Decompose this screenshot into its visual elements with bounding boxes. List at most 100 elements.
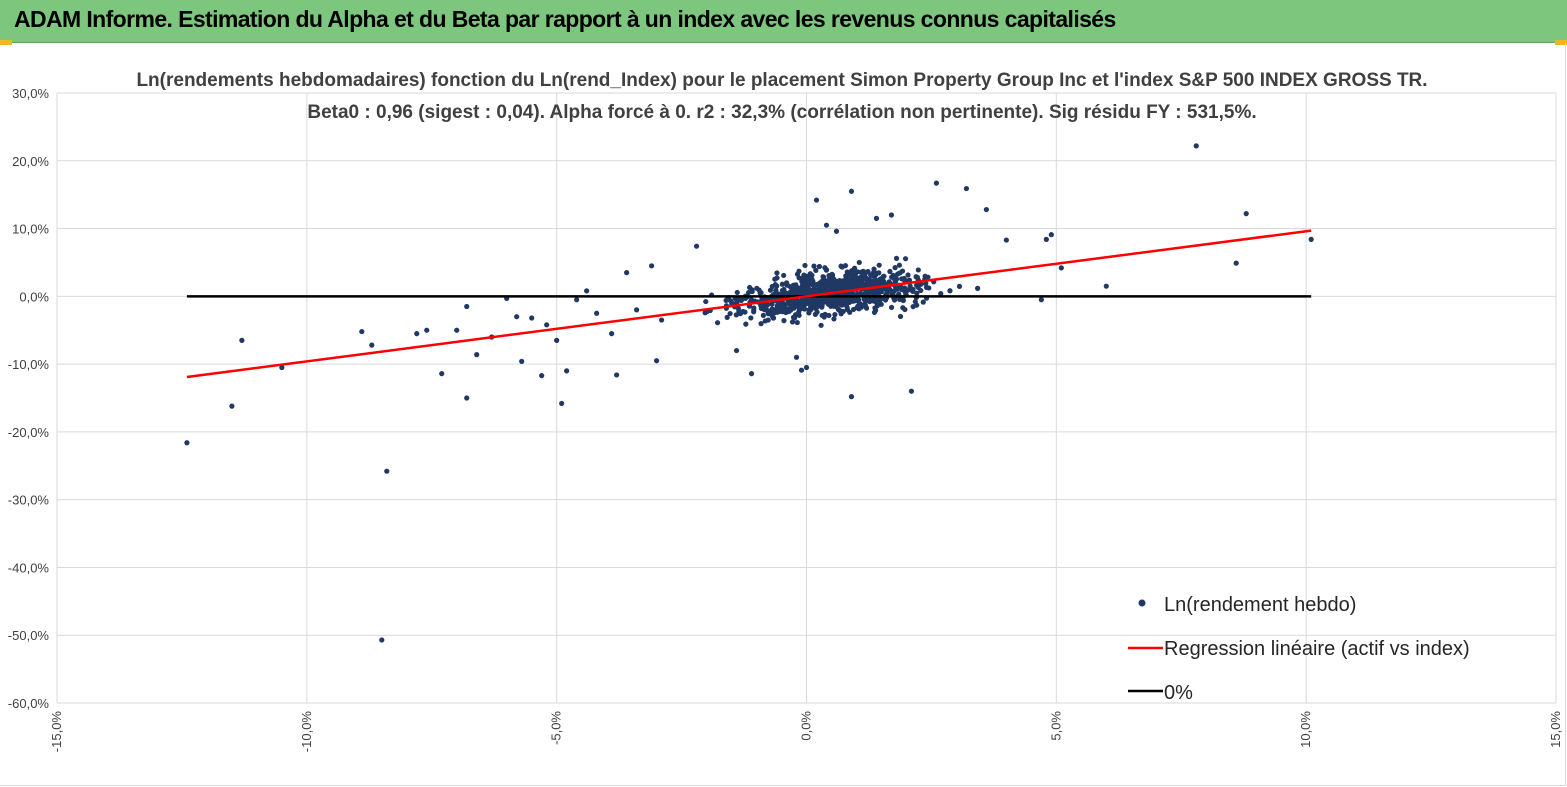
data-point <box>464 303 470 310</box>
data-point <box>803 281 809 287</box>
data-point <box>823 222 830 228</box>
legend: Ln(rendement hebdo) Regression linéaire … <box>1128 594 1470 704</box>
data-point <box>790 314 797 320</box>
y-tick-label: -30,0% <box>8 493 50 508</box>
data-point <box>831 316 837 322</box>
data-point <box>793 354 800 360</box>
data-point <box>838 298 844 304</box>
data-point <box>803 364 810 371</box>
data-point <box>915 267 921 273</box>
data-point <box>724 314 730 320</box>
y-tick-label: -50,0% <box>8 628 50 643</box>
data-point <box>769 306 775 312</box>
data-point <box>801 306 808 312</box>
data-point <box>654 358 660 364</box>
chart-title: Ln(rendements hebdomadaires) fonction du… <box>136 70 1427 123</box>
data-point <box>734 289 740 296</box>
data-point <box>359 328 365 335</box>
y-tick-label: 20,0% <box>12 154 49 169</box>
data-point <box>891 275 897 282</box>
data-point <box>880 274 887 280</box>
legend-label-zero: 0% <box>1164 682 1193 704</box>
data-point <box>1308 236 1314 242</box>
data-point <box>853 298 859 304</box>
data-point <box>893 255 900 261</box>
data-point <box>539 373 545 379</box>
data-point <box>1193 143 1199 149</box>
data-point <box>554 337 560 343</box>
data-point <box>813 197 820 203</box>
data-point <box>920 299 926 305</box>
data-point <box>614 372 620 378</box>
data-point <box>723 297 729 304</box>
data-point <box>871 309 878 315</box>
data-point <box>831 302 837 308</box>
data-point <box>806 307 812 313</box>
data-point <box>733 312 739 318</box>
data-point <box>840 308 846 315</box>
data-point <box>774 270 780 276</box>
data-point <box>379 637 385 643</box>
data-point <box>819 304 825 310</box>
data-point <box>743 321 749 327</box>
data-point <box>926 285 932 291</box>
data-point <box>872 281 878 287</box>
data-point <box>905 272 911 278</box>
data-point <box>1103 283 1109 289</box>
data-point <box>745 289 752 296</box>
y-tick-label: -10,0% <box>8 357 50 372</box>
legend-marker-points <box>1138 599 1146 607</box>
data-point <box>781 318 787 324</box>
data-point <box>813 267 819 273</box>
data-point <box>912 299 918 305</box>
data-point <box>1038 297 1044 303</box>
data-point <box>856 259 862 266</box>
data-point <box>584 288 590 294</box>
data-point <box>790 301 796 307</box>
data-point <box>854 269 861 275</box>
data-point <box>872 290 878 296</box>
y-axis-tick-labels: 30,0% 20,0% 10,0% 0,0% -10,0% -20,0% -30,0% -40… <box>8 86 50 711</box>
data-point <box>464 395 470 401</box>
report-banner: ADAM Informe. Estimation du Alpha et du … <box>0 0 1567 43</box>
data-point <box>844 304 850 311</box>
data-point <box>714 320 721 326</box>
data-point <box>1003 237 1009 243</box>
data-point <box>658 317 665 323</box>
y-tick-label: 30,0% <box>12 86 49 101</box>
data-point <box>787 284 794 290</box>
data-point <box>529 315 535 321</box>
data-point <box>239 337 245 343</box>
data-point <box>915 281 921 288</box>
data-point <box>844 269 850 275</box>
data-point <box>772 276 778 282</box>
data-point <box>887 268 893 275</box>
data-point <box>808 302 814 309</box>
data-point <box>769 301 775 307</box>
scatter-chart: Ln(rendements hebdomadaires) fonction du… <box>8 70 1563 753</box>
data-point <box>369 342 375 348</box>
data-point <box>842 263 849 269</box>
chart-title-line-2: Beta0 : 0,96 (sigest : 0,04). Alpha forc… <box>307 102 1256 123</box>
data-point <box>813 287 819 293</box>
x-tick-label: -10,0% <box>299 711 314 753</box>
data-point <box>748 371 755 377</box>
data-point <box>424 327 430 333</box>
data-point <box>574 297 580 303</box>
data-point <box>798 367 805 373</box>
x-tick-label: 15,0% <box>1548 711 1563 748</box>
data-point <box>788 307 794 313</box>
data-point <box>827 297 833 303</box>
data-point <box>779 281 785 287</box>
data-point <box>649 263 655 269</box>
regression-line <box>186 229 1312 379</box>
x-axis-tick-labels: -15,0% -10,0% -5,0% 0,0% 5,0% 10,0% 15,0% <box>49 711 1563 753</box>
data-point <box>812 311 818 317</box>
data-point <box>896 262 903 268</box>
x-tick-label: 5,0% <box>1048 711 1063 741</box>
data-point <box>836 279 843 285</box>
data-point <box>848 280 854 286</box>
data-point <box>902 256 909 262</box>
data-point <box>822 311 828 317</box>
x-tick-label: -15,0% <box>49 711 64 753</box>
